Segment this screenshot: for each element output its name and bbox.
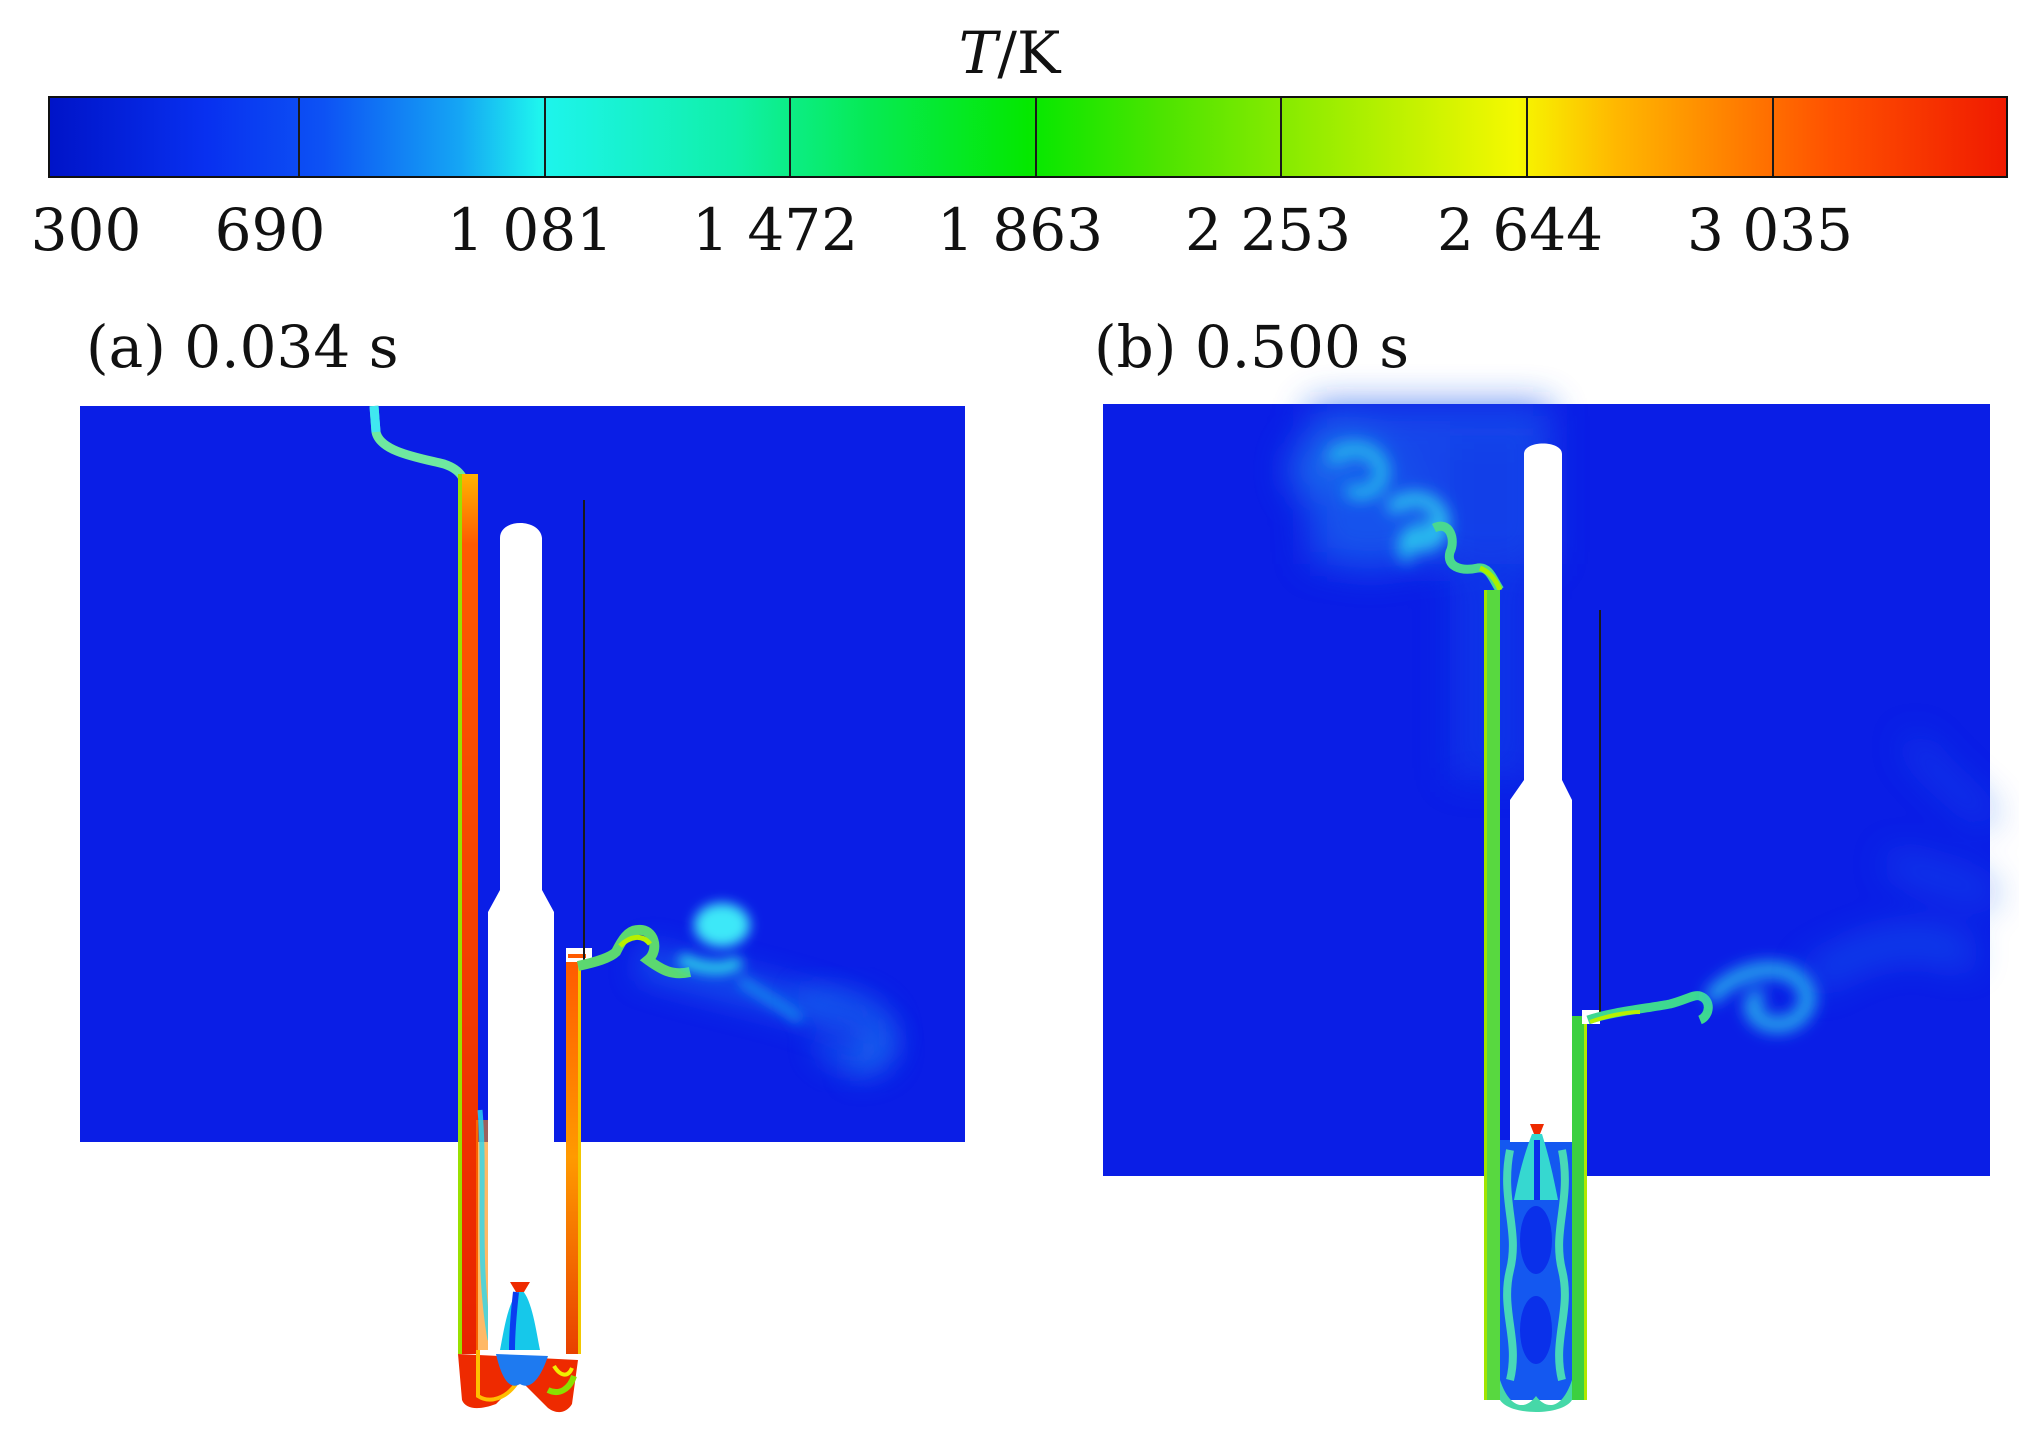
colorbar-variable: T bbox=[958, 19, 998, 87]
colorbar-divider bbox=[298, 98, 300, 176]
panel-a-right-hot-layer bbox=[566, 960, 580, 1354]
panel-b-central-rod bbox=[1510, 443, 1572, 1142]
colorbar-unit: /K bbox=[997, 19, 1061, 87]
panel-b-upper-vortices bbox=[1325, 443, 1449, 564]
colorbar-divider bbox=[1035, 98, 1037, 176]
panel-a-left-hot-layer bbox=[460, 474, 478, 1354]
colorbar-divider bbox=[1772, 98, 1774, 176]
colorbar-tick: 1 472 bbox=[691, 196, 859, 264]
colorbar-tick: 1 863 bbox=[936, 196, 1104, 264]
colorbar-tick: 2 644 bbox=[1436, 196, 1604, 264]
colorbar-tick: 690 bbox=[214, 196, 326, 264]
panel-a-central-rod bbox=[488, 523, 554, 1350]
colorbar-tick: 300 bbox=[30, 196, 142, 264]
panel-a-temperature-field bbox=[80, 405, 965, 1413]
panel-a-right-ribbon bbox=[576, 925, 692, 979]
colorbar-tick: 3 035 bbox=[1686, 196, 1854, 264]
temperature-colorbar bbox=[48, 96, 2008, 178]
colorbar-divider bbox=[789, 98, 791, 176]
colorbar-tick: 2 253 bbox=[1184, 196, 1352, 264]
panel-a-label: (a) 0.034 s bbox=[86, 313, 399, 381]
panel-b-temperature-field bbox=[1103, 404, 1998, 1412]
panel-b-bottom-jet bbox=[1530, 1124, 1544, 1134]
colorbar-divider bbox=[1526, 98, 1528, 176]
colorbar-divider bbox=[1280, 98, 1282, 176]
panel-b-left-wall-layer bbox=[1486, 590, 1500, 1400]
panel-a-vortex bbox=[676, 903, 804, 1024]
panel-b-right-wall-layer bbox=[1572, 1016, 1586, 1400]
colorbar-tick: 1 081 bbox=[446, 196, 614, 264]
colorbar-title: T/K bbox=[0, 18, 2019, 88]
panel-b-label: (b) 0.500 s bbox=[1094, 313, 1410, 381]
panel-b-vortex bbox=[1704, 962, 1815, 1032]
colorbar-divider bbox=[544, 98, 546, 176]
